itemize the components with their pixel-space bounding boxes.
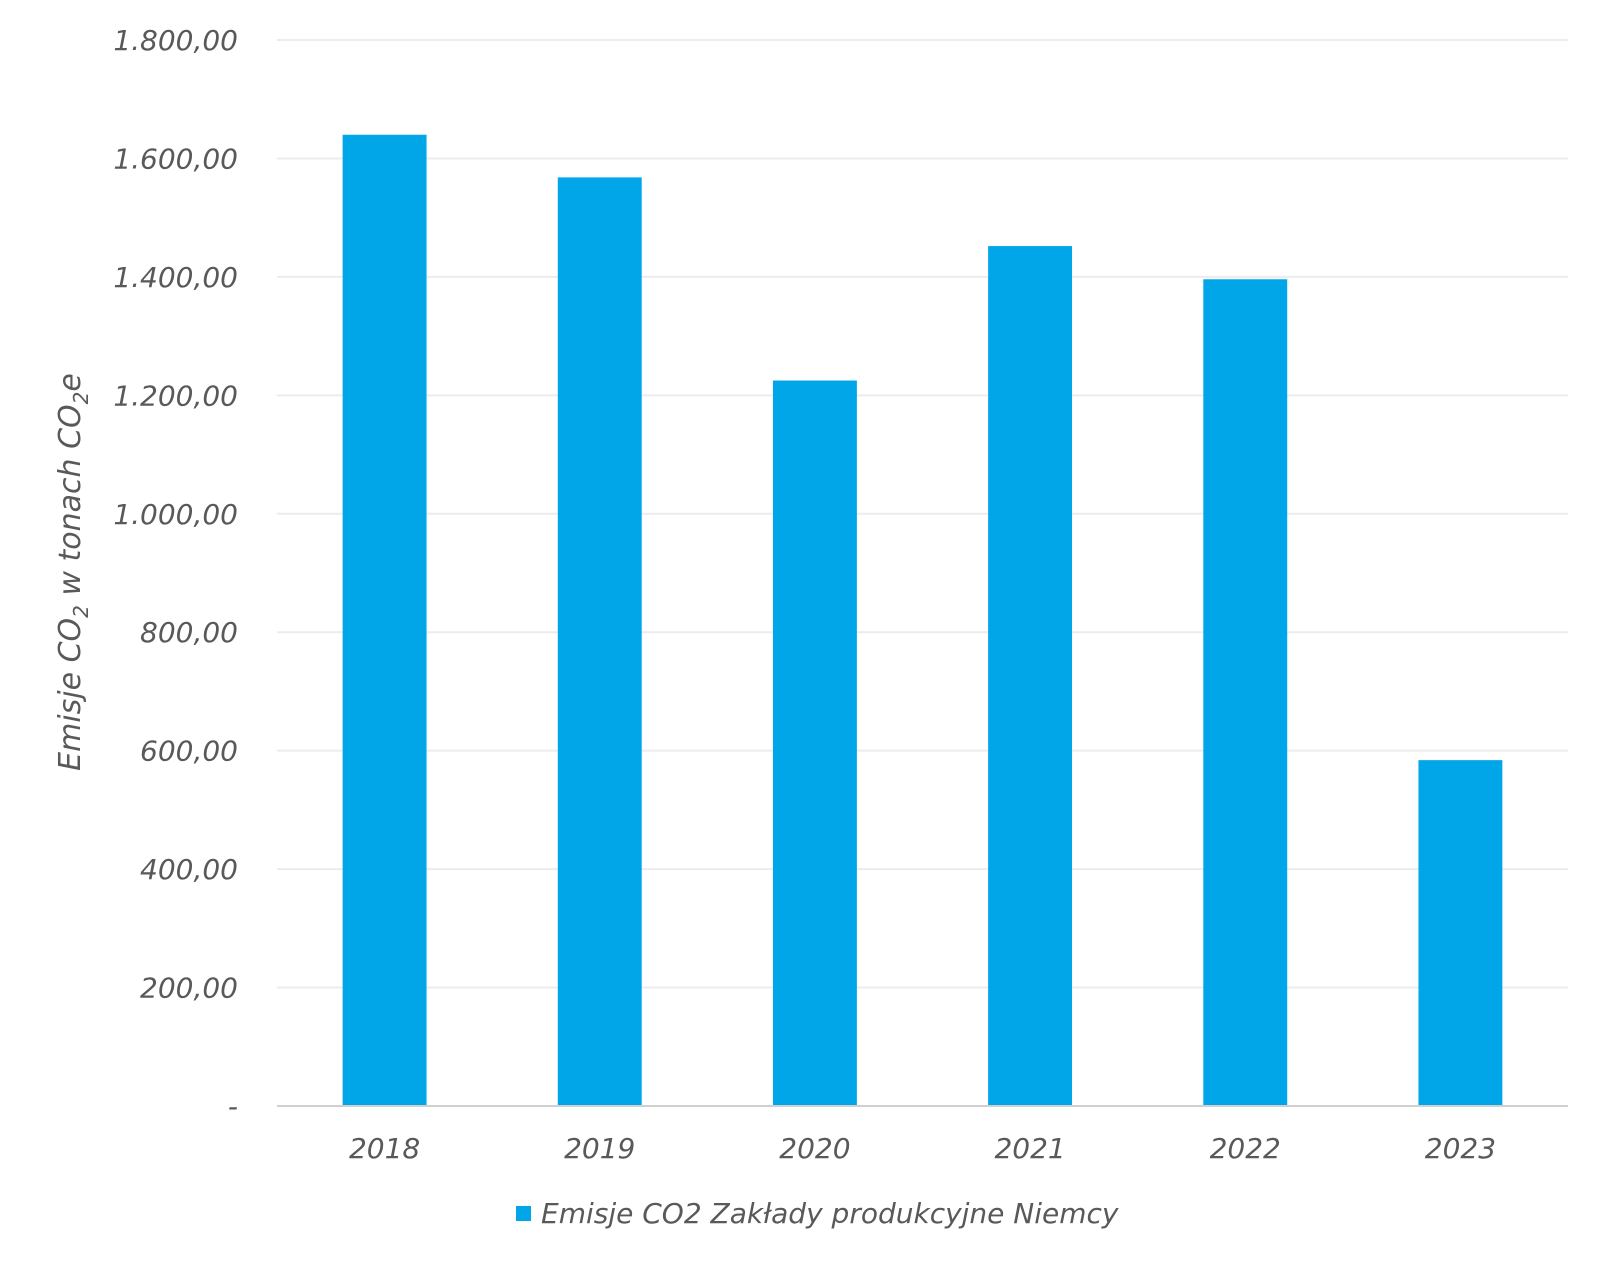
- y-tick-label: 200,00: [140, 972, 238, 1005]
- y-axis-title-prefix: Emisje CO: [53, 618, 88, 771]
- bar-2022: [1203, 279, 1288, 1106]
- gridlines: [277, 39, 1568, 989]
- y-axis-title: Emisje CO2 w tonach CO2e: [53, 373, 93, 771]
- y-axis-title-subscript-2: 2: [69, 392, 93, 405]
- y-tick-label: -: [228, 1090, 238, 1123]
- bar-2021: [988, 246, 1073, 1107]
- y-tick-label: 800,00: [140, 616, 238, 649]
- y-tick-label: 1.000,00: [113, 498, 238, 531]
- bar-2019: [557, 177, 642, 1106]
- bar-2023: [1418, 760, 1503, 1106]
- y-axis-tick-labels: - 200,00 400,00 600,00 800,00 1.000,00 1.200,0…: [113, 24, 238, 1123]
- legend-swatch: [516, 1206, 531, 1221]
- bars: [342, 134, 1503, 1107]
- bar-2018: [342, 134, 427, 1106]
- x-tick-label: 2022: [1210, 1132, 1281, 1165]
- y-tick-label: 400,00: [140, 853, 238, 886]
- y-tick-label: 1.400,00: [113, 261, 238, 294]
- y-tick-label: 1.600,00: [113, 142, 238, 175]
- y-axis-title-suffix: e: [53, 373, 88, 391]
- legend-label: Emisje CO2 Zakłady produkcyjne Niemcy: [541, 1197, 1119, 1230]
- x-tick-label: 2019: [564, 1132, 635, 1165]
- y-tick-label: 600,00: [140, 735, 238, 768]
- y-axis-title-middle: w tonach CO: [53, 404, 88, 605]
- x-tick-label: 2021: [994, 1132, 1065, 1165]
- x-axis-tick-labels: 2018 2019 2020 2021 2022 2023: [349, 1132, 1496, 1165]
- x-tick-label: 2020: [779, 1132, 850, 1165]
- y-axis-title-subscript-1: 2: [69, 605, 93, 618]
- y-tick-label: 1.800,00: [113, 24, 238, 57]
- y-tick-label: 1.200,00: [113, 379, 238, 412]
- bar-2020: [772, 380, 857, 1106]
- x-tick-label: 2018: [349, 1132, 420, 1165]
- x-tick-label: 2023: [1425, 1132, 1496, 1165]
- legend: Emisje CO2 Zakłady produkcyjne Niemcy: [516, 1197, 1119, 1230]
